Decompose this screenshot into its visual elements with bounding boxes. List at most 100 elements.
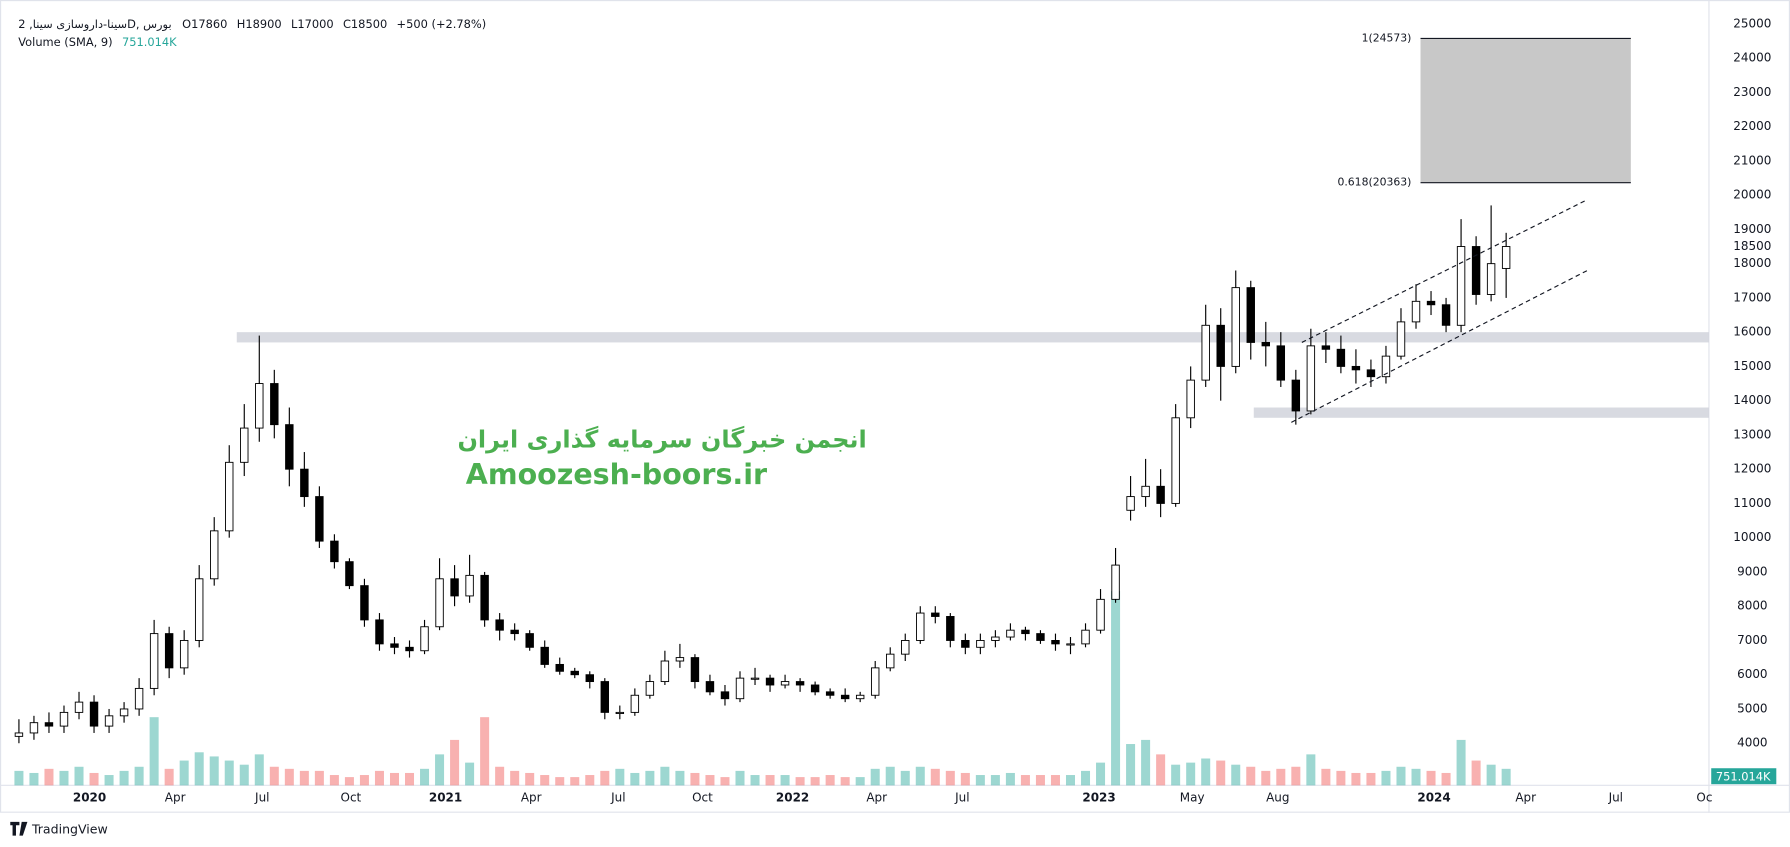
- candle-body: [495, 619, 504, 631]
- x-tick-label: Jul: [610, 790, 625, 804]
- y-tick-label: 18000: [1733, 256, 1771, 270]
- volume-bar: [600, 770, 610, 786]
- volume-name: Volume (SMA, 9): [18, 35, 112, 49]
- change: +500 (+2.78%): [397, 16, 487, 30]
- candle-body: [1186, 379, 1195, 419]
- ohlc-open: O17860: [182, 16, 227, 30]
- volume-bar: [254, 754, 264, 786]
- volume-bar: [104, 775, 114, 786]
- x-tick-label: 2024: [1417, 790, 1450, 804]
- y-tick-label: 8000: [1737, 599, 1767, 613]
- candle-body: [810, 684, 820, 693]
- candle-body: [1336, 348, 1346, 367]
- volume-bar: [855, 777, 865, 786]
- volume-bar: [1231, 764, 1241, 786]
- candle-body: [345, 561, 354, 587]
- candle-body: [480, 574, 489, 621]
- candle-body: [465, 574, 474, 597]
- volume-bar: [134, 766, 144, 786]
- volume-bar: [209, 756, 219, 786]
- volume-bar: [615, 768, 625, 786]
- volume-bar: [735, 770, 745, 786]
- candle-body: [1471, 246, 1481, 295]
- candle-body: [840, 694, 850, 700]
- volume-bar: [1065, 775, 1076, 786]
- x-tick-label: Apr: [521, 790, 542, 804]
- volume-bar: [1426, 770, 1436, 786]
- x-tick-label: Apr: [165, 790, 186, 804]
- volume-bar: [1501, 768, 1511, 786]
- candle-body: [690, 657, 700, 683]
- volume-bar: [1441, 772, 1451, 786]
- watermark: انجمن خبرگان سرمایه گذاری ایران: [457, 426, 866, 454]
- candle-body: [360, 585, 369, 621]
- volume-bar: [585, 775, 595, 786]
- volume-bar: [885, 766, 895, 786]
- y-tick-label: 25000: [1733, 16, 1771, 30]
- candle-body: [44, 722, 54, 727]
- volume-bar: [89, 772, 99, 786]
- candle-body: [210, 530, 219, 580]
- x-tick-label: 2022: [776, 790, 809, 804]
- y-tick-label: 17000: [1733, 290, 1771, 304]
- volume-bar: [795, 777, 805, 786]
- candle-body: [1441, 304, 1451, 326]
- candle-body: [675, 657, 685, 662]
- y-tick-label: 22000: [1733, 119, 1771, 133]
- ohlc-high: H18900: [237, 16, 282, 30]
- candle-body: [450, 578, 459, 597]
- candle-body: [89, 701, 99, 727]
- ohlc-close: C18500: [343, 16, 387, 30]
- volume-bar: [1035, 775, 1045, 786]
- candle-body: [795, 681, 805, 686]
- volume-bar: [945, 770, 955, 786]
- x-tick-label: Aug: [1266, 790, 1289, 804]
- volume-bar: [1201, 758, 1211, 786]
- volume-bar: [1216, 760, 1226, 786]
- candle-body: [525, 633, 534, 648]
- candle-body: [735, 677, 745, 700]
- volume-bar: [344, 777, 354, 786]
- candle-body: [1201, 324, 1210, 381]
- volume-bar: [870, 768, 880, 786]
- volume-bar: [1471, 760, 1481, 786]
- y-tick-label: 15000: [1733, 359, 1771, 373]
- candle-body: [74, 701, 84, 713]
- volume-bar: [435, 754, 445, 786]
- candle-body: [1051, 640, 1060, 645]
- volume-bar: [74, 766, 84, 786]
- candle-body: [600, 681, 610, 713]
- volume-bar: [1111, 591, 1121, 786]
- candle-body: [435, 578, 444, 628]
- candle-body: [270, 383, 279, 426]
- candle-body: [615, 711, 625, 714]
- candle-body: [1231, 287, 1240, 367]
- volume-bar: [194, 752, 204, 786]
- volume-bar: [314, 770, 324, 786]
- volume-bar: [450, 739, 460, 786]
- y-tick-label: 10000: [1733, 530, 1771, 544]
- candle-body: [765, 677, 775, 686]
- candle-body: [104, 715, 114, 727]
- candle-body: [750, 677, 760, 680]
- candle-body: [420, 626, 429, 652]
- y-tick-label: 11000: [1733, 496, 1771, 510]
- volume-bar: [720, 777, 730, 786]
- candle-body: [134, 687, 144, 710]
- candle-body: [1111, 564, 1120, 600]
- volume-bar: [990, 775, 1000, 786]
- volume-bar: [465, 762, 475, 786]
- volume-bar: [900, 770, 910, 786]
- candle-body: [285, 424, 294, 470]
- volume-bar: [690, 772, 700, 786]
- volume-bar: [1486, 764, 1496, 786]
- candle-body: [645, 681, 655, 696]
- x-tick-label: Apr: [866, 790, 887, 804]
- candle-body: [255, 383, 264, 429]
- volume-bar: [1020, 775, 1030, 786]
- candle-body: [119, 708, 129, 717]
- volume-bar: [164, 768, 174, 786]
- candle-body: [1081, 629, 1090, 645]
- candle-body: [991, 636, 1000, 641]
- volume-bar: [660, 766, 670, 786]
